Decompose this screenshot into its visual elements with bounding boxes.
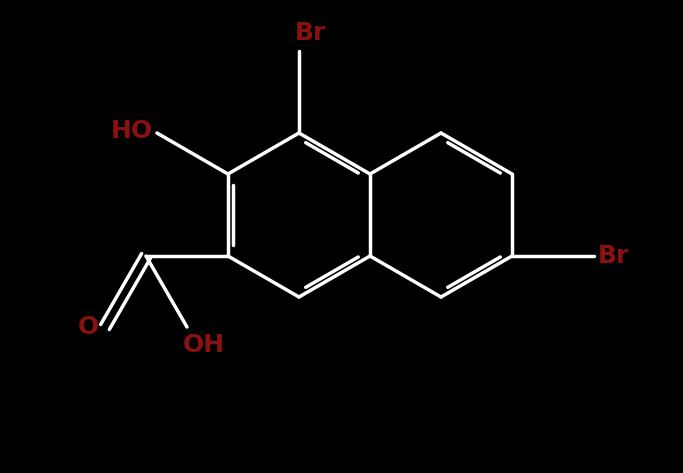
Text: Br: Br bbox=[295, 21, 326, 45]
Text: O: O bbox=[78, 315, 99, 339]
Text: HO: HO bbox=[111, 119, 153, 143]
Text: OH: OH bbox=[183, 333, 225, 357]
Text: Br: Br bbox=[598, 244, 630, 268]
